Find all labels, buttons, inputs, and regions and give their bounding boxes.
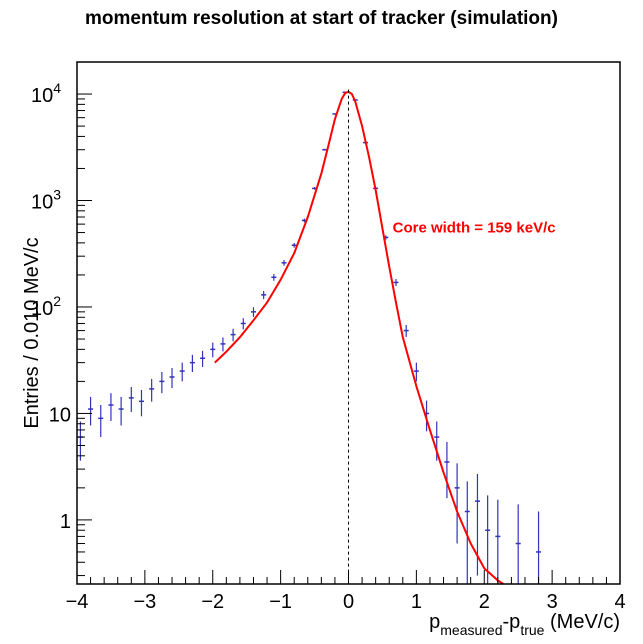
- x-axis-label-unit: (MeV/c): [544, 611, 620, 633]
- x-tick-label: −2: [201, 591, 224, 613]
- x-tick-label: −3: [133, 591, 156, 613]
- x-axis-label: pmeasured-ptrue (MeV/c): [429, 611, 620, 638]
- fit-curve-fit-left: [214, 90, 349, 364]
- chart-title: momentum resolution at start of tracker …: [85, 8, 558, 29]
- y-tick-label: 1: [60, 511, 71, 533]
- x-tick-label: 1: [411, 591, 422, 613]
- y-tick-label: 103: [31, 187, 61, 214]
- x-tick-label: 3: [547, 591, 558, 613]
- y-tick-label: 104: [31, 80, 61, 107]
- x-tick-label: 2: [479, 591, 490, 613]
- annotation-layer: Core width = 159 keV/c: [393, 220, 556, 237]
- annotation-core-width: Core width = 159 keV/c: [393, 220, 556, 237]
- x-axis-label-mid: -p: [503, 611, 521, 633]
- y-tick-label: 102: [31, 293, 61, 320]
- x-axis-label-p1: p: [429, 611, 440, 633]
- x-tick-label: −4: [66, 591, 89, 613]
- fit-curve-fit-right: [347, 90, 504, 585]
- fit-layer: [214, 90, 504, 585]
- x-tick-label: −1: [269, 591, 292, 613]
- x-axis-ticks: −4 −3 −2 −1 0 1 2 3 4: [66, 570, 626, 613]
- y-axis-label: Entries / 0.010 MeV/c: [21, 237, 43, 428]
- x-tick-label: 4: [614, 591, 625, 613]
- x-axis-label-sub2: true: [520, 622, 544, 638]
- data-layer: [77, 91, 542, 584]
- y-axis-ticks: 1 10 102 103 104: [31, 61, 92, 577]
- x-tick-label: 0: [343, 591, 354, 613]
- y-tick-label: 10: [49, 404, 71, 426]
- x-axis-label-sub1: measured: [440, 622, 502, 638]
